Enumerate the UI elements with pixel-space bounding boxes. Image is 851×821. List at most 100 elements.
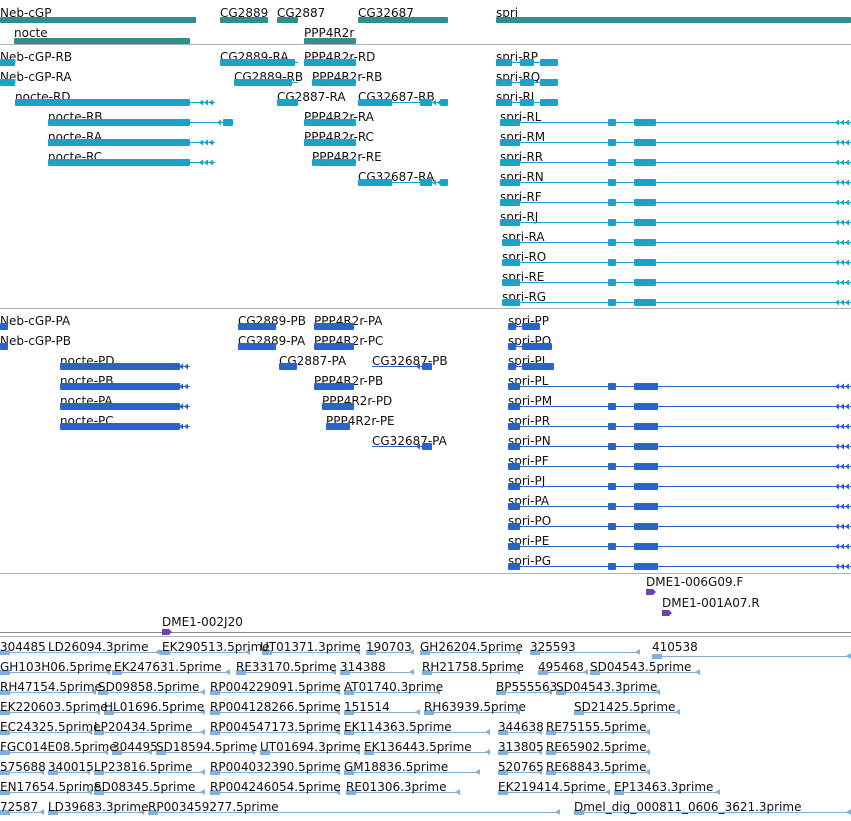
feature-label[interactable]: SD04543.3prime [556,680,657,694]
gene-bar[interactable] [496,17,851,23]
exon-block[interactable] [60,423,180,430]
exon-block[interactable] [634,139,656,146]
exon-block[interactable] [634,259,656,266]
est-block[interactable] [498,770,508,775]
feature-label[interactable]: EK290513.5prime [162,640,270,654]
feature-label[interactable]: UT01694.3prime [260,740,361,754]
exon-block[interactable] [420,179,432,186]
est-block[interactable] [148,810,158,815]
gene-bar[interactable] [358,17,448,23]
exon-block[interactable] [608,159,616,166]
exon-block[interactable] [634,483,658,490]
exon-block[interactable] [500,119,520,126]
exon-block[interactable] [508,383,520,390]
est-block[interactable] [0,750,10,755]
feature-label[interactable]: EK220603.5prime [0,700,108,714]
oligo-mark[interactable] [162,629,172,635]
exon-block[interactable] [608,383,616,390]
exon-block[interactable] [500,159,520,166]
exon-block[interactable] [500,199,520,206]
est-block[interactable] [364,750,374,755]
feature-label[interactable]: 575688 [0,760,46,774]
est-block[interactable] [104,710,114,715]
gene-bar[interactable] [14,38,190,44]
est-block[interactable] [496,690,506,695]
feature-label[interactable]: RE75155.5prime [546,720,647,734]
exon-block[interactable] [0,343,8,350]
feature-label[interactable]: Neb-cGP-PA [0,314,71,328]
est-block[interactable] [98,690,108,695]
exon-block[interactable] [608,563,616,570]
exon-block[interactable] [608,179,616,186]
feature-label[interactable]: 304485 [0,640,46,654]
exon-block[interactable] [634,239,656,246]
exon-block[interactable] [508,323,516,330]
feature-label[interactable]: RP004229091.5prime [210,680,341,694]
exon-block[interactable] [508,443,520,450]
exon-block[interactable] [608,239,616,246]
feature-label[interactable]: 495468 [538,660,584,674]
exon-block[interactable] [496,79,512,86]
exon-block[interactable] [0,323,8,330]
exon-block[interactable] [634,423,658,430]
exon-block[interactable] [608,543,616,550]
est-block[interactable] [0,710,10,715]
oligo-mark[interactable] [662,610,672,616]
exon-block[interactable] [508,523,520,530]
exon-block[interactable] [60,383,180,390]
est-block[interactable] [262,650,272,655]
feature-label[interactable]: PPP4R2r [304,26,354,40]
feature-label[interactable]: LD26094.3prime [48,640,149,654]
feature-label[interactable]: RE33170.5prime [236,660,337,674]
est-block[interactable] [344,770,354,775]
feature-label[interactable]: CG32687-PB [372,354,448,368]
exon-block[interactable] [420,99,432,106]
feature-label[interactable]: Neb-cGP [0,6,51,20]
est-block[interactable] [498,790,508,795]
exon-block[interactable] [608,463,616,470]
feature-label[interactable]: 190703 [366,640,412,654]
exon-block[interactable] [48,119,190,126]
feature-label[interactable]: 325593 [530,640,576,654]
feature-label[interactable]: LP23816.5prime [94,760,193,774]
est-block[interactable] [0,770,10,775]
exon-block[interactable] [314,323,354,330]
exon-block[interactable] [508,563,520,570]
exon-block[interactable] [520,99,534,106]
feature-label[interactable]: EP13463.3prime [614,780,713,794]
est-block[interactable] [420,650,430,655]
est-block[interactable] [0,790,10,795]
est-block[interactable] [614,790,624,795]
exon-block[interactable] [15,99,190,106]
est-block[interactable] [156,750,166,755]
feature-label[interactable]: LD39683.3prime [48,800,149,814]
feature-label[interactable]: 313805 [498,740,544,754]
exon-block[interactable] [608,443,616,450]
est-block[interactable] [0,730,10,735]
exon-block[interactable] [508,463,520,470]
feature-label[interactable]: 72587 [0,800,38,814]
exon-block[interactable] [634,463,658,470]
feature-label[interactable]: 520765 [498,760,544,774]
feature-label[interactable]: RP004246054.5prime [210,780,341,794]
exon-block[interactable] [520,59,534,66]
est-block[interactable] [48,810,58,815]
feature-label[interactable]: Neb-cGP-RA [0,70,72,84]
feature-label[interactable]: SD09858.5prime [98,680,199,694]
exon-block[interactable] [238,323,276,330]
exon-block[interactable] [508,423,520,430]
est-block[interactable] [366,650,376,655]
exon-block[interactable] [634,403,658,410]
feature-label[interactable]: LP20434.5prime [94,720,193,734]
exon-block[interactable] [634,299,656,306]
feature-label[interactable]: GH26204.5prime [420,640,523,654]
est-block[interactable] [424,710,434,715]
exon-block[interactable] [60,363,180,370]
exon-block[interactable] [634,523,658,530]
feature-label[interactable]: HL01696.5prime [104,700,204,714]
feature-label[interactable]: 151514 [344,700,390,714]
exon-block[interactable] [608,139,616,146]
feature-label[interactable]: DME1-002J20 [162,615,243,629]
est-block[interactable] [590,670,600,675]
exon-block[interactable] [500,219,520,226]
